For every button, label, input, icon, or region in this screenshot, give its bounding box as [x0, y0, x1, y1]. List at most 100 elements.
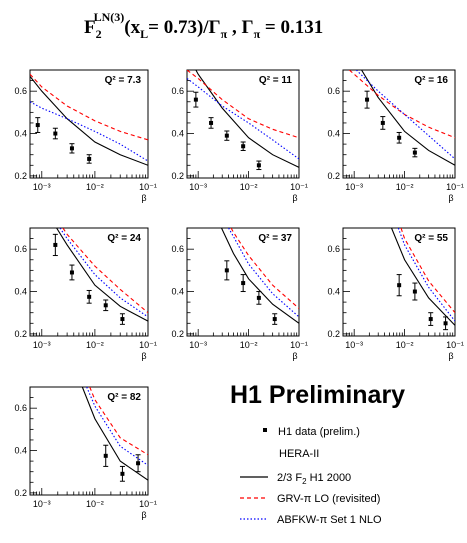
- y-tick-label: 0.2: [14, 171, 27, 181]
- curve-grv: [230, 228, 299, 309]
- data-point: [224, 133, 229, 138]
- data-point: [397, 135, 402, 140]
- y-tick-label: 0.4: [171, 287, 184, 297]
- q2-label: Q² = 16: [414, 75, 448, 86]
- panel-6: 0.2 0.4 0.6 10⁻³ 10⁻² 10⁻¹β Q² = 55: [327, 227, 464, 361]
- curve-h1-2000: [361, 70, 455, 166]
- x-tick-label: 10⁻²: [240, 340, 258, 350]
- panel-frame: [29, 227, 149, 337]
- x-tick-label: 10⁻³: [33, 182, 51, 192]
- data-point: [380, 120, 385, 125]
- x-tick-label: 10⁻³: [345, 182, 363, 192]
- legend-entry-h1-data: H1 data (prelim.): [263, 426, 360, 438]
- data-point: [103, 453, 108, 458]
- data-point: [256, 163, 261, 168]
- curve-grv: [89, 387, 148, 456]
- panel-frame: [29, 386, 149, 496]
- data-point: [69, 270, 74, 275]
- data-point: [272, 317, 277, 322]
- curve-abfkw: [355, 70, 455, 160]
- legend-label-hera: HERA-II: [279, 448, 319, 460]
- x-tick-label: 10⁻³: [345, 340, 363, 350]
- x-tick-label: 10⁻²: [86, 182, 104, 192]
- curve-h1-2000: [195, 70, 299, 168]
- curve-h1-2000: [56, 228, 148, 322]
- panel-5: 0.2 0.4 0.6 10⁻³ 10⁻² 10⁻¹β Q² = 37: [171, 227, 308, 361]
- curve-abfkw: [86, 387, 148, 466]
- data-point: [412, 150, 417, 155]
- x-axis-label: β: [141, 193, 146, 203]
- data-point: [365, 97, 370, 102]
- data-point: [120, 471, 125, 476]
- curve-abfkw: [30, 101, 148, 162]
- x-axis-label: β: [141, 351, 146, 361]
- y-tick-label: 0.2: [327, 171, 340, 181]
- data-point: [443, 321, 448, 326]
- data-point: [69, 146, 74, 151]
- legend-label-h1-data: H1 data (prelim.): [278, 426, 360, 438]
- x-tick-label: 10⁻²: [396, 340, 414, 350]
- y-tick-label: 0.2: [171, 171, 184, 181]
- curve-grv: [30, 73, 148, 141]
- x-tick-label: 10⁻³: [189, 182, 207, 192]
- data-point: [241, 144, 246, 149]
- data-point: [136, 461, 141, 466]
- q2-label: Q² = 55: [414, 233, 448, 244]
- curves: [81, 387, 148, 481]
- preliminary-label: H1 Preliminary: [230, 381, 405, 409]
- data-point: [241, 281, 246, 286]
- legend-label-grv: GRV-π LO (revisited): [277, 493, 380, 505]
- panel-frame: [342, 227, 456, 337]
- panel-3: 0.2 0.4 0.6 10⁻³ 10⁻² 10⁻¹β Q² = 16: [327, 69, 464, 203]
- data-point: [397, 283, 402, 288]
- x-tick-label: 10⁻¹: [139, 499, 157, 509]
- data-point: [428, 317, 433, 322]
- x-tick-label: 10⁻²: [86, 340, 104, 350]
- curves: [56, 228, 148, 322]
- data-point: [120, 317, 125, 322]
- y-tick-label: 0.4: [14, 129, 27, 139]
- curves: [348, 70, 455, 166]
- y-tick-label: 0.2: [171, 329, 184, 339]
- y-tick-label: 0.6: [171, 86, 184, 96]
- x-tick-label: 10⁻¹: [139, 182, 157, 192]
- legend-marker-h1-data: [263, 428, 267, 432]
- x-axis-label: β: [448, 193, 453, 203]
- panel-2: 0.2 0.4 0.6 10⁻³ 10⁻² 10⁻¹β Q² = 11: [171, 69, 308, 203]
- y-tick-label: 0.6: [171, 244, 184, 254]
- x-tick-label: 10⁻¹: [290, 182, 308, 192]
- x-tick-label: 10⁻²: [240, 182, 258, 192]
- panel-frame: [186, 69, 300, 179]
- curves: [220, 228, 299, 324]
- data-point: [87, 294, 92, 299]
- x-axis-label: β: [448, 351, 453, 361]
- x-tick-label: 10⁻³: [189, 340, 207, 350]
- panel-7: 0.2 0.4 0.6 10⁻³ 10⁻² 10⁻¹β Q² = 82: [14, 386, 157, 520]
- x-tick-label: 10⁻¹: [290, 340, 308, 350]
- y-tick-label: 0.2: [327, 329, 340, 339]
- data-point: [53, 131, 58, 136]
- curve-abfkw: [397, 228, 455, 322]
- x-tick-label: 10⁻¹: [139, 340, 157, 350]
- data-point: [193, 97, 198, 102]
- y-tick-label: 0.2: [14, 329, 27, 339]
- data-point: [87, 156, 92, 161]
- q2-label: Q² = 37: [258, 233, 292, 244]
- legend-label-h1-2000: 2/3 F2 H1 2000: [277, 472, 351, 486]
- y-tick-label: 0.6: [14, 403, 27, 413]
- curve-grv: [400, 228, 455, 314]
- curve-abfkw: [187, 78, 299, 160]
- x-tick-label: 10⁻³: [33, 340, 51, 350]
- y-tick-label: 0.4: [171, 129, 184, 139]
- legend: H1 data (prelim.) HERA-II 2/3 F2 H1 2000…: [240, 426, 382, 526]
- x-tick-label: 10⁻²: [396, 182, 414, 192]
- y-tick-label: 0.2: [14, 488, 27, 498]
- y-tick-label: 0.4: [14, 287, 27, 297]
- y-tick-label: 0.4: [327, 287, 340, 297]
- legend-label-abfkw: ABFKW-π Set 1 NLO: [277, 514, 382, 526]
- panel-frame: [29, 69, 149, 179]
- x-tick-label: 10⁻³: [33, 499, 51, 509]
- x-tick-label: 10⁻¹: [446, 340, 464, 350]
- panel-frame: [342, 69, 456, 179]
